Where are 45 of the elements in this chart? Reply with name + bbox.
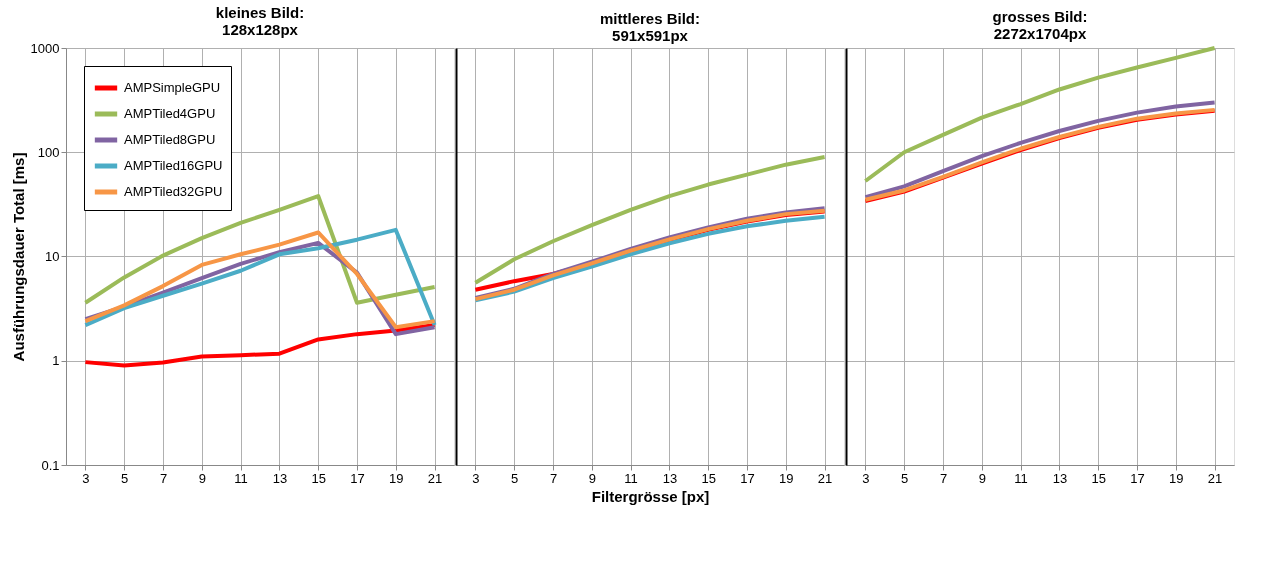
- x-tick-label: 5: [901, 470, 909, 486]
- x-tick-label: 9: [978, 470, 986, 486]
- x-tick-label: 3: [472, 470, 480, 486]
- x-tick-label: 13: [1052, 470, 1068, 486]
- x-tick-label: 3: [862, 470, 870, 486]
- y-tick-label: 0.1: [41, 457, 60, 473]
- chart-title: grosses Bild: 2272x1704px: [992, 8, 1088, 42]
- y-tick-label: 1: [52, 353, 60, 369]
- x-tick-label: 21: [427, 470, 443, 486]
- legend-label: AMPTiled8GPU: [124, 132, 216, 147]
- x-tick-label: 17: [350, 470, 365, 486]
- x-tick-label: 19: [779, 470, 794, 486]
- x-tick-label: 3: [82, 470, 90, 486]
- legend-label: AMPTiled16GPU: [124, 158, 223, 173]
- legend-label: AMPSimpleGPU: [124, 80, 221, 95]
- x-tick-label: 17: [740, 470, 755, 486]
- x-tick-label: 19: [389, 470, 404, 486]
- x-tick-label: 7: [549, 470, 558, 486]
- y-axis-title: Ausführungsdauer Total [ms]: [9, 152, 27, 362]
- x-tick-label: 7: [159, 470, 168, 486]
- x-tick-label: 9: [198, 470, 206, 486]
- legend-label: AMPTiled32GPU: [124, 184, 223, 199]
- x-tick-label: 11: [624, 470, 638, 486]
- x-tick-label: 21: [1207, 470, 1223, 486]
- x-tick-label: 11: [234, 470, 248, 486]
- y-tick-label: 1000: [30, 40, 60, 56]
- x-tick-label: 5: [121, 470, 129, 486]
- x-tick-label: 15: [1091, 470, 1106, 486]
- x-axis-title: Filtergrösse [px]: [591, 487, 710, 505]
- x-tick-label: 21: [817, 470, 833, 486]
- legend-label: AMPTiled4GPU: [124, 106, 216, 121]
- x-tick-label: 13: [272, 470, 288, 486]
- x-tick-label: 17: [1130, 470, 1145, 486]
- x-tick-label: 15: [311, 470, 326, 486]
- chart-title: mittleres Bild: 591x591px: [599, 10, 701, 44]
- x-tick-label: 11: [1014, 470, 1028, 486]
- x-tick-label: 7: [939, 470, 948, 486]
- x-tick-label: 9: [588, 470, 596, 486]
- chart-title: kleines Bild: 128x128px: [215, 4, 305, 38]
- x-tick-label: 5: [511, 470, 519, 486]
- y-tick-label: 10: [45, 249, 60, 264]
- x-tick-label: 15: [701, 470, 716, 486]
- x-tick-label: 19: [1169, 470, 1184, 486]
- x-tick-label: 13: [662, 470, 678, 486]
- y-tick-label: 100: [37, 144, 60, 160]
